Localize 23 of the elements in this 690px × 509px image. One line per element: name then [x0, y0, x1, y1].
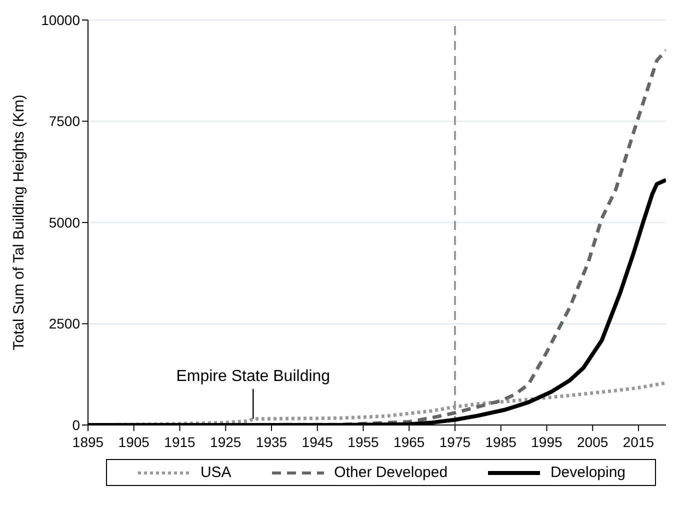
x-tick-label: 1985 [485, 434, 517, 450]
y-tick-label: 7500 [48, 113, 80, 130]
legend-label: Developing [550, 464, 626, 481]
x-tick-label: 1955 [348, 434, 380, 450]
x-tick-label: 1895 [72, 434, 104, 450]
y-tick-label: 0 [72, 416, 80, 433]
annotation: Empire State Building [176, 368, 330, 385]
y-tick-label: 2500 [48, 316, 80, 332]
x-tick-label: 1945 [302, 434, 334, 450]
x-tick-label: 1915 [164, 434, 196, 450]
x-tick-label: 2015 [622, 434, 654, 450]
x-tick-label: 1925 [210, 434, 242, 450]
y-tick-label: 10000 [41, 12, 80, 28]
x-tick-label: 1995 [531, 434, 563, 450]
y-tick-label: 5000 [48, 214, 80, 230]
y-axis-title: Total Sum of Tal Building Heights (Km) [10, 94, 28, 350]
x-tick-label: 1905 [118, 434, 150, 450]
legend-label: Other Developed [334, 464, 448, 481]
x-tick-label: 1965 [394, 434, 425, 450]
x-tick-label: 2005 [577, 434, 608, 450]
x-tick-label: 1975 [439, 434, 471, 450]
legend-label: USA [200, 464, 232, 481]
x-tick-label: 1935 [256, 434, 288, 450]
